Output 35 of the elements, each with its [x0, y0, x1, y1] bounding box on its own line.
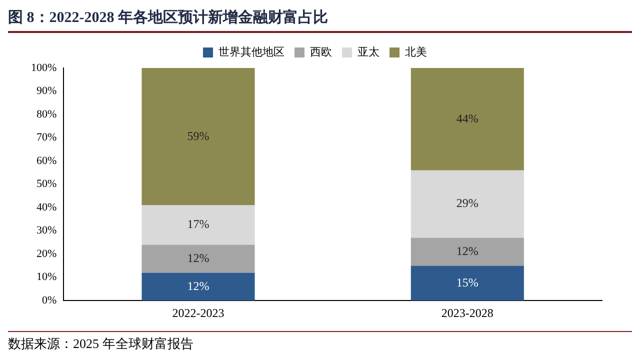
data-label: 15% — [456, 275, 478, 290]
y-tick-label: 20% — [36, 248, 57, 260]
y-tick-label: 50% — [36, 178, 57, 190]
data-label: 17% — [187, 217, 210, 232]
y-tick-label: 90% — [36, 85, 57, 98]
legend-label: 西欧 — [310, 46, 332, 58]
bar — [410, 266, 524, 301]
chart-title: 图 8：2022-2028 年各地区预计新增金融财富占比 — [8, 8, 632, 33]
y-tick-label: 70% — [36, 132, 57, 144]
bar — [410, 170, 524, 238]
y-tick-label: 80% — [36, 108, 57, 120]
data-label: 44% — [456, 111, 478, 126]
legend-label: 世界其他地区 — [218, 45, 284, 58]
legend-label: 北美 — [405, 45, 427, 58]
bar — [410, 68, 524, 170]
y-tick-label: 30% — [36, 224, 57, 237]
x-tick-label: 2023-2028 — [441, 306, 494, 320]
y-tick-label: 10% — [36, 271, 57, 284]
data-label: 29% — [456, 196, 478, 210]
y-tick-label: 0% — [42, 294, 57, 306]
data-label: 59% — [187, 128, 210, 143]
source-note: 数据来源：2025 年全球财富报告 — [8, 331, 632, 353]
y-tick-label: 60% — [36, 154, 57, 167]
bar — [142, 244, 255, 273]
legend-label: 亚太 — [358, 45, 380, 58]
bar — [410, 238, 524, 266]
data-label: 12% — [187, 278, 210, 293]
y-tick-label: 40% — [36, 201, 57, 214]
bar — [142, 272, 255, 301]
data-label: 12% — [187, 250, 210, 265]
x-tick-label: 2022-2023 — [172, 306, 224, 320]
bar — [142, 205, 255, 245]
data-label: 12% — [456, 244, 478, 258]
y-tick-label: 100% — [30, 62, 57, 74]
bar — [142, 68, 255, 206]
